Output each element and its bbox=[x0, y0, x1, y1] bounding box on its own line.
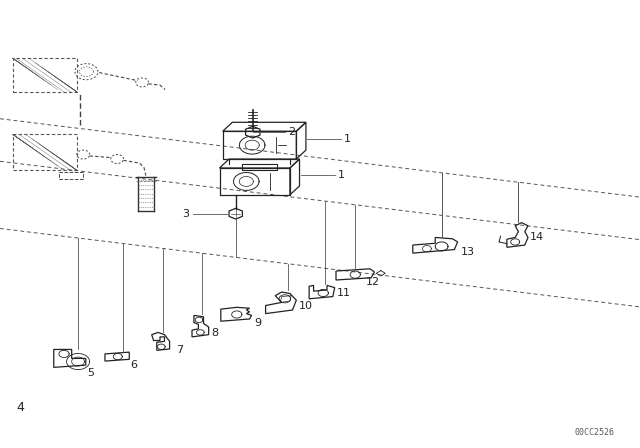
Text: 1: 1 bbox=[338, 170, 345, 180]
Text: 3: 3 bbox=[182, 209, 189, 219]
Text: 5: 5 bbox=[88, 368, 95, 378]
Text: 6: 6 bbox=[131, 360, 138, 370]
Text: 12: 12 bbox=[366, 277, 380, 287]
Text: 00CC2526: 00CC2526 bbox=[575, 428, 614, 437]
Text: 1: 1 bbox=[344, 134, 351, 144]
Text: 9: 9 bbox=[254, 318, 261, 327]
Text: 2: 2 bbox=[288, 127, 295, 137]
Text: 10: 10 bbox=[299, 302, 313, 311]
Text: 7: 7 bbox=[176, 345, 183, 355]
Text: 11: 11 bbox=[337, 289, 351, 298]
Text: 13: 13 bbox=[461, 247, 475, 257]
Text: 8: 8 bbox=[211, 328, 218, 338]
Text: 4: 4 bbox=[16, 401, 24, 414]
Text: 14: 14 bbox=[530, 233, 544, 242]
